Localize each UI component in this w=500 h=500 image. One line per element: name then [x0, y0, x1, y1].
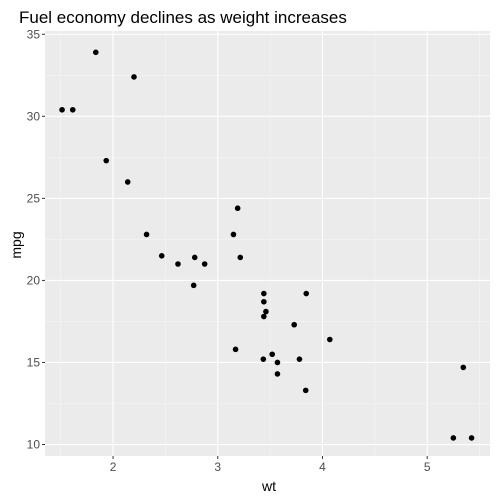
y-axis-title: mpg [8, 231, 24, 258]
data-point [261, 298, 267, 305]
data-point [175, 261, 181, 267]
data-point [190, 282, 197, 289]
y-tick-label: 25 [27, 191, 41, 205]
x-tick-label: 5 [424, 460, 431, 474]
data-point [261, 313, 267, 320]
data-point [230, 231, 237, 238]
data-points [59, 49, 475, 441]
data-point [103, 157, 110, 164]
y-tick-label: 35 [27, 27, 41, 41]
y-tick-label: 15 [27, 355, 41, 369]
y-tick-label: 10 [27, 438, 41, 452]
minor-gridlines [45, 31, 490, 456]
data-point [296, 356, 303, 362]
y-tick-label: 30 [27, 109, 41, 123]
data-point [450, 435, 457, 441]
chart-title: Fuel economy declines as weight increase… [19, 8, 347, 27]
data-point [261, 290, 267, 297]
x-axis-title: wt [261, 478, 276, 494]
data-point [302, 387, 309, 394]
data-point [327, 336, 333, 343]
data-point [92, 49, 99, 56]
data-point [201, 261, 208, 267]
x-tick-label: 2 [110, 460, 117, 474]
data-point [263, 308, 269, 315]
data-point [124, 179, 131, 185]
data-point [59, 106, 65, 113]
data-point [274, 359, 281, 366]
plot-panel [45, 31, 490, 456]
x-tick-label: 4 [319, 460, 326, 474]
data-point [303, 290, 310, 297]
data-point [191, 254, 198, 261]
data-point [143, 231, 150, 238]
data-point [131, 74, 137, 80]
axis-ticks: 2 3 4 5 10 15 20 25 30 35 [27, 27, 431, 474]
data-point [274, 371, 281, 377]
data-point [237, 254, 244, 261]
y-tick-label: 20 [27, 273, 41, 287]
data-point [69, 106, 76, 113]
data-point [291, 321, 298, 328]
data-point [468, 435, 475, 441]
data-point [269, 351, 276, 358]
x-tick-label: 3 [214, 460, 221, 474]
major-gridlines [45, 31, 490, 456]
data-point [232, 346, 239, 353]
data-point [460, 364, 467, 371]
data-point [234, 205, 241, 212]
data-point [158, 253, 165, 259]
data-point [260, 356, 267, 362]
